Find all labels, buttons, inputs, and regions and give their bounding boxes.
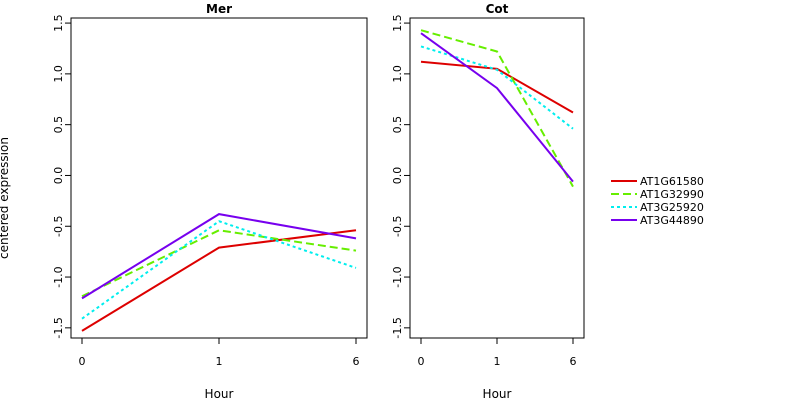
plot-frame xyxy=(409,17,585,339)
panel-title: Cot xyxy=(486,2,509,16)
series-line-at1g61580 xyxy=(81,229,357,332)
plot-frame xyxy=(70,17,368,339)
x-tick-label: 0 xyxy=(79,355,86,368)
panel-cot: Cot -1.5 -1.0 -0.5 0.0 0.5 1.0 1.5 0 1 6 Hour xyxy=(391,2,585,400)
y-tick-label: 0.0 xyxy=(391,167,404,185)
legend-label: AT1G32990 xyxy=(640,188,704,201)
series-line-at3g25920 xyxy=(420,45,574,130)
y-tick-label: -1.0 xyxy=(391,266,404,287)
x-tick-label: 1 xyxy=(494,355,501,368)
x-tick-label: 0 xyxy=(418,355,425,368)
y-tick-label: 1.5 xyxy=(52,14,65,32)
y-tick-label: -1.5 xyxy=(391,317,404,338)
y-axis-title: centered expression xyxy=(0,137,11,259)
x-tick-label: 1 xyxy=(216,355,223,368)
y-tick-label: -1.0 xyxy=(52,266,65,287)
panel-mer: Mer -1.5 -1.0 -0.5 0.0 0.5 1.0 1.5 0 1 6 Hour xyxy=(52,2,368,400)
y-tick-label: -1.5 xyxy=(52,317,65,338)
y-tick-label: 1.0 xyxy=(391,65,404,83)
legend-item: AT1G32990 xyxy=(611,188,704,201)
series-line-at1g32990 xyxy=(420,29,574,188)
series-line-at3g44890 xyxy=(81,213,357,300)
legend-item: AT1G61580 xyxy=(611,175,704,188)
series-line-at3g44890 xyxy=(420,32,574,183)
legend-item: AT3G25920 xyxy=(611,201,704,214)
x-tick-label: 6 xyxy=(353,355,360,368)
panel-title: Mer xyxy=(206,2,232,16)
y-tick-label: 1.0 xyxy=(52,65,65,83)
series-line-at1g32990 xyxy=(81,229,357,298)
y-tick-label: 0.5 xyxy=(52,116,65,133)
panels-layer: Mer -1.5 -1.0 -0.5 0.0 0.5 1.0 1.5 0 1 6 Hour Cot -1.… xyxy=(52,2,585,400)
y-tick-label: -0.5 xyxy=(391,216,404,237)
series-line-at3g25920 xyxy=(81,220,357,320)
legend-label: AT1G61580 xyxy=(640,175,704,188)
legend-item: AT3G44890 xyxy=(611,214,704,227)
y-tick-label: 1.5 xyxy=(391,14,404,32)
x-axis-title: Hour xyxy=(205,387,234,400)
y-tick-label: 0.0 xyxy=(52,167,65,185)
y-tick-label: 0.5 xyxy=(391,116,404,133)
legend-label: AT3G44890 xyxy=(640,214,704,227)
legend-label: AT3G25920 xyxy=(640,201,704,214)
x-axis-title: Hour xyxy=(483,387,512,400)
x-tick-label: 6 xyxy=(570,355,577,368)
y-tick-label: -0.5 xyxy=(52,216,65,237)
